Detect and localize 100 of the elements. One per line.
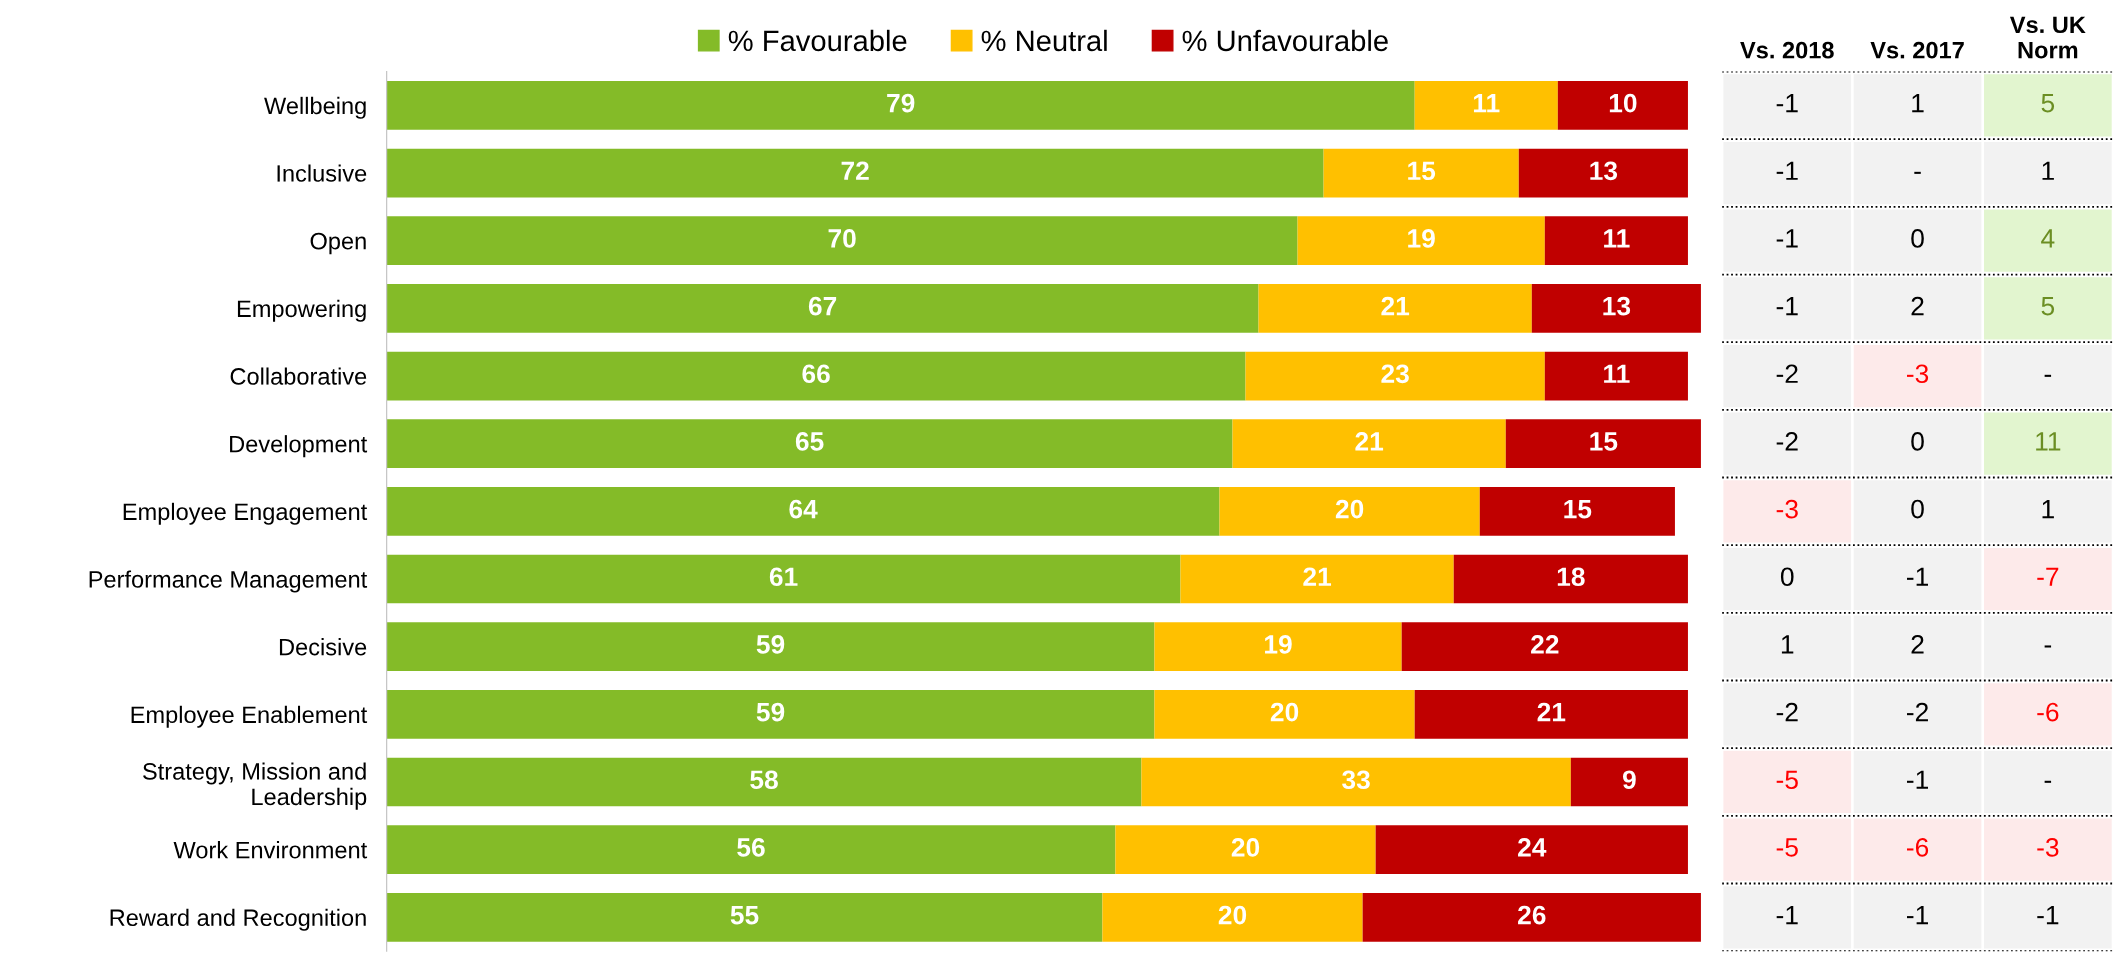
data-label: -2 xyxy=(1776,432,1798,451)
data-label: -2 xyxy=(1776,364,1798,383)
bar xyxy=(1258,284,1532,333)
y-tick-label: Employee Engagement xyxy=(123,502,368,525)
data-label: 15 xyxy=(1590,432,1618,451)
data-label: 15 xyxy=(1408,161,1436,181)
bar xyxy=(1141,757,1571,807)
data-label: 15 xyxy=(1564,500,1592,519)
y-tick-label: Reward and Recognition xyxy=(110,908,366,931)
bar xyxy=(386,216,1298,266)
data-label: 19 xyxy=(1408,229,1435,248)
data-label: -2 xyxy=(1776,702,1798,722)
bar xyxy=(1323,148,1519,198)
data-label: 58 xyxy=(750,770,778,790)
data-label: 0 xyxy=(1780,567,1794,587)
bar xyxy=(1557,81,1688,130)
bar xyxy=(386,419,1233,469)
data-label: 56 xyxy=(737,838,765,857)
data-label: 24 xyxy=(1518,838,1547,857)
data-label: 11 xyxy=(1604,229,1630,248)
bar xyxy=(386,351,1246,401)
y-tick-label: Wellbeing xyxy=(264,96,366,119)
data-label: 22 xyxy=(1531,635,1559,654)
bar xyxy=(1232,419,1506,469)
data-label: -1 xyxy=(2037,905,2059,925)
data-label: -2 xyxy=(1906,702,1928,722)
data-label: -1 xyxy=(1776,905,1798,925)
data-label: 70 xyxy=(828,229,856,248)
bar xyxy=(1362,892,1701,942)
data-label: -3 xyxy=(2037,838,2059,857)
y-tick-label: Empowering xyxy=(237,299,366,322)
data-label: -5 xyxy=(1776,770,1798,790)
bar xyxy=(1102,892,1363,942)
data-label: 1 xyxy=(2042,161,2054,180)
bar xyxy=(1518,148,1688,198)
data-label: 20 xyxy=(1335,499,1364,519)
data-label: 18 xyxy=(1557,567,1585,587)
data-label: 0 xyxy=(1911,229,1924,248)
bar xyxy=(1115,825,1376,874)
text: - xyxy=(2044,645,2052,648)
data-label: 20 xyxy=(1218,905,1247,925)
data-label: -6 xyxy=(2037,702,2059,722)
y-tick-label: Performance Management xyxy=(89,570,368,593)
data-label: -7 xyxy=(2037,567,2059,586)
bar xyxy=(1479,486,1675,536)
bar xyxy=(386,486,1220,536)
bar xyxy=(1544,351,1688,401)
y-tick-label: Collaborative xyxy=(230,367,367,385)
bar xyxy=(1401,622,1688,672)
data-label: 33 xyxy=(1342,770,1370,790)
data-label: 0 xyxy=(1911,432,1924,451)
y-tick-label: Decisive xyxy=(279,638,367,656)
data-label: -1 xyxy=(1776,297,1798,316)
data-label: 13 xyxy=(1603,296,1631,316)
data-label: -1 xyxy=(1776,161,1798,180)
bar xyxy=(386,622,1155,672)
legend-label: % Unfavourable xyxy=(1182,29,1388,52)
y-tick-label: Inclusive xyxy=(277,164,367,182)
data-label: 4 xyxy=(2041,229,2055,248)
data-label: 59 xyxy=(756,635,785,654)
bar xyxy=(1453,554,1688,604)
data-label: 13 xyxy=(1590,161,1618,181)
data-label: 1 xyxy=(1781,635,1794,654)
bar xyxy=(386,757,1142,807)
bar xyxy=(1154,622,1402,672)
data-label: 2 xyxy=(1911,296,1924,316)
data-label: 67 xyxy=(808,296,837,316)
data-label: 26 xyxy=(1518,905,1546,925)
data-label: 11 xyxy=(1473,94,1500,113)
data-label: 72 xyxy=(841,161,869,180)
data-label: 20 xyxy=(1270,702,1299,722)
data-label: -5 xyxy=(1776,838,1798,857)
data-label: 23 xyxy=(1381,364,1409,384)
y-tick-label: Work Environment xyxy=(173,841,368,859)
bar xyxy=(386,892,1103,942)
data-label: -3 xyxy=(1776,499,1798,519)
bar xyxy=(1180,554,1454,604)
y-tick-label: Employee Enablement xyxy=(131,705,368,728)
bar xyxy=(1375,825,1688,874)
data-label: 9 xyxy=(1622,770,1636,790)
text: - xyxy=(1914,171,1921,174)
data-label: 10 xyxy=(1609,93,1637,113)
bar xyxy=(386,554,1181,604)
bar xyxy=(1219,486,1480,536)
data-label: 21 xyxy=(1537,702,1566,722)
text: - xyxy=(2044,374,2052,377)
data-label: 55 xyxy=(730,905,759,925)
legend-label: % Favourable xyxy=(728,29,907,52)
x-tick-label: Vs. UK Norm xyxy=(2009,16,2086,59)
data-label: -1 xyxy=(1906,770,1928,789)
y-tick-label: Strategy, Mission and Leadership xyxy=(143,762,367,810)
data-label: 21 xyxy=(1381,296,1410,316)
data-label: 5 xyxy=(2041,94,2055,113)
data-label: 21 xyxy=(1303,567,1332,586)
bar xyxy=(1531,284,1701,333)
data-label: -1 xyxy=(1776,229,1798,248)
data-label: 1 xyxy=(1912,94,1924,113)
bar xyxy=(386,148,1324,198)
data-label: 65 xyxy=(795,432,824,451)
data-label: 0 xyxy=(1911,499,1924,519)
